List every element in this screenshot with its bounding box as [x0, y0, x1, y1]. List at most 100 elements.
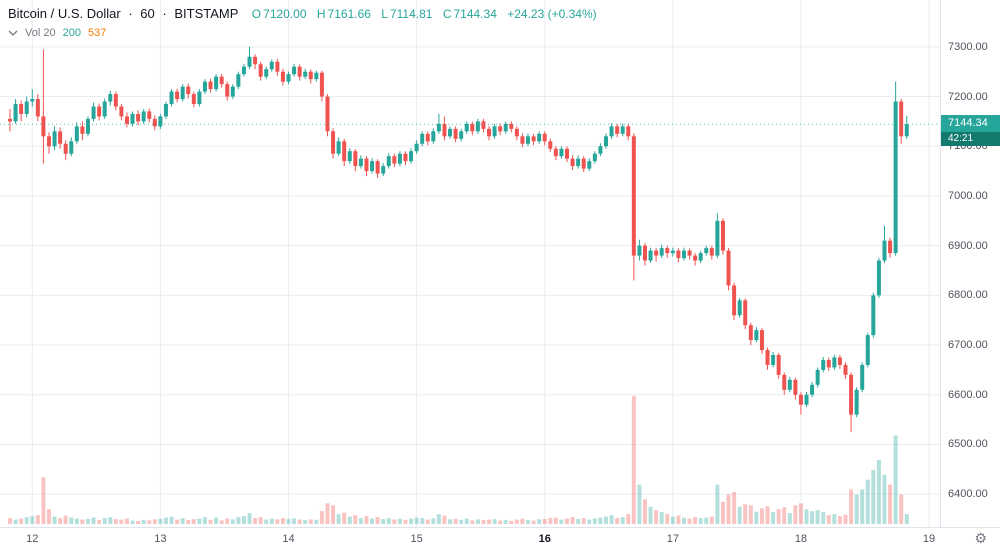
- volume-bar: [453, 518, 458, 524]
- volume-bar: [225, 518, 230, 524]
- volume-bar: [147, 520, 152, 524]
- volume-bar: [581, 518, 586, 524]
- candle: [514, 126, 519, 141]
- candle: [119, 104, 124, 121]
- candle: [631, 133, 636, 281]
- candle: [336, 137, 341, 157]
- volume-bar: [381, 519, 386, 524]
- candle: [743, 298, 748, 330]
- candle: [147, 108, 152, 123]
- volume-bar: [286, 519, 291, 524]
- settings-gear-icon[interactable]: ⚙: [974, 530, 987, 546]
- candle: [442, 116, 447, 141]
- candle: [420, 131, 425, 147]
- candle: [186, 83, 191, 99]
- volume-bar: [180, 518, 185, 524]
- time-axis-label: 18: [794, 533, 808, 545]
- candle: [35, 94, 40, 122]
- symbol-title[interactable]: Bitcoin / U.S. Dollar: [8, 6, 121, 21]
- candle: [24, 96, 29, 118]
- ohlc-readout: O 7120.00 H 7161.66 L 7114.81 C 7144.34 +24.…: [252, 7, 599, 21]
- volume-ma-value: 537: [87, 27, 107, 39]
- candle: [615, 123, 620, 138]
- candle: [793, 377, 798, 400]
- volume-bar: [771, 512, 776, 524]
- candle: [520, 133, 525, 148]
- volume-bar: [509, 520, 514, 524]
- candle: [481, 118, 486, 133]
- exchange-label: BITSTAMP: [174, 6, 239, 21]
- candle: [475, 118, 480, 134]
- chevron-down-icon[interactable]: [8, 30, 18, 36]
- candle: [882, 225, 887, 264]
- candle: [269, 59, 274, 72]
- volume-bar: [592, 518, 597, 524]
- separator: ·: [162, 6, 167, 21]
- volume-bar: [681, 517, 686, 524]
- volume-bar: [202, 517, 207, 524]
- volume-bar: [654, 510, 659, 524]
- volume-bar: [826, 515, 831, 524]
- volume-bar: [124, 518, 129, 524]
- candle: [124, 112, 129, 128]
- candle: [871, 292, 876, 338]
- candle: [425, 131, 430, 146]
- volume-bar: [726, 494, 731, 524]
- candle: [409, 148, 414, 164]
- candle: [620, 123, 625, 137]
- candle: [403, 151, 408, 166]
- candle: [732, 282, 737, 321]
- candle: [286, 71, 291, 85]
- candle: [347, 148, 352, 164]
- time-axis[interactable]: ⚙ 12 13 14 15 16 17 18 19: [0, 527, 1000, 551]
- candle: [487, 126, 492, 141]
- candlestick-chart-canvas[interactable]: [0, 0, 940, 528]
- volume-bar: [893, 435, 898, 524]
- interval-label[interactable]: 60: [140, 6, 155, 21]
- candle: [592, 151, 597, 164]
- volume-bar: [487, 519, 492, 524]
- volume-bar: [470, 520, 475, 524]
- volume-bar: [464, 518, 469, 524]
- candle: [654, 248, 659, 262]
- candle: [565, 146, 569, 163]
- volume-bar: [30, 516, 35, 524]
- volume-bar: [620, 517, 625, 524]
- volume-bar: [46, 509, 51, 524]
- candle: [319, 70, 324, 102]
- candle: [843, 362, 848, 379]
- candle: [219, 73, 224, 88]
- volume-bar: [386, 518, 391, 524]
- price-axis[interactable]: 7144.34 42:21 7300.00 7200.00 7100.00 7000.…: [940, 0, 1000, 528]
- candle: [849, 372, 854, 433]
- candle: [303, 68, 308, 80]
- candle: [41, 49, 46, 164]
- volume-bar: [303, 520, 308, 524]
- volume-bar: [631, 396, 636, 524]
- volume-indicator-label[interactable]: Vol 20: [25, 27, 56, 39]
- candle: [202, 79, 207, 95]
- volume-bar: [514, 519, 519, 524]
- candle: [63, 140, 68, 161]
- volume-bar: [698, 518, 703, 524]
- volume-bar: [587, 519, 592, 524]
- candle: [113, 91, 118, 111]
- volume-bar: [403, 519, 408, 524]
- volume-bar: [97, 520, 102, 524]
- volume-bar: [776, 509, 781, 524]
- volume-bar: [325, 503, 330, 524]
- candle: [414, 140, 419, 154]
- volume-bar: [414, 517, 419, 524]
- candle: [893, 81, 898, 256]
- volume-bar: [63, 515, 68, 524]
- volume-bar: [526, 520, 531, 524]
- volume-bar: [191, 519, 196, 524]
- candle: [537, 131, 542, 144]
- candle: [141, 108, 146, 124]
- candle: [152, 115, 157, 131]
- candle: [498, 123, 503, 136]
- price-axis-label: 7000.00: [948, 189, 988, 202]
- volume-bar: [8, 518, 12, 524]
- volume-bar: [119, 519, 124, 524]
